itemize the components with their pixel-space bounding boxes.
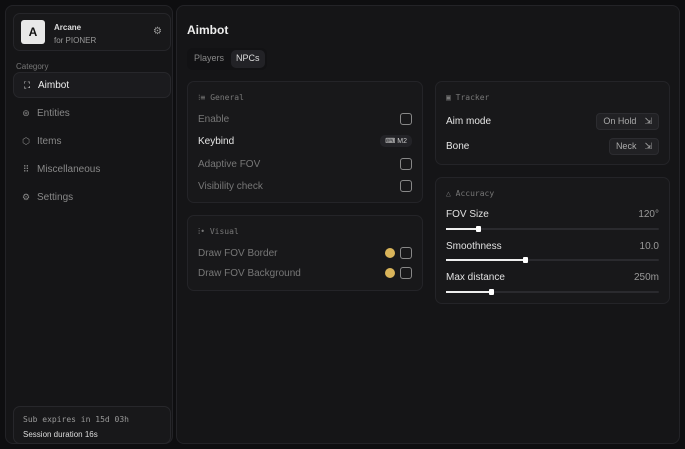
sidebar-item-label: Settings — [37, 191, 74, 203]
enable-label: Enable — [198, 113, 230, 125]
subscription-card: Sub expires in 15d 03h Session duration … — [13, 406, 171, 444]
sidebar-item-items[interactable]: ⬡ Items — [13, 128, 171, 154]
bone-select[interactable]: Neck ⇲ — [608, 138, 659, 155]
enable-checkbox[interactable] — [400, 113, 412, 125]
smoothness-value: 10.0 — [639, 241, 659, 252]
tab-bar: Players NPCs — [187, 48, 267, 70]
general-card: ⁝≡ General Enable Keybind ⌨ M2 Adaptive F… — [187, 81, 423, 203]
max-distance-label: Max distance — [446, 272, 505, 283]
expand-icon: ⇲ — [644, 116, 652, 126]
keybind-label: Keybind — [198, 135, 235, 147]
aim-mode-value: On Hold — [603, 116, 637, 126]
adaptive-fov-checkbox[interactable] — [400, 158, 412, 170]
border-color-swatch[interactable] — [385, 248, 395, 258]
category-label: Category — [16, 62, 49, 71]
visibility-check-label: Visibility check — [198, 180, 263, 192]
fov-size-value: 120° — [638, 209, 659, 220]
crosshair-icon: ⛶ — [23, 79, 31, 90]
eye-icon: ⁞• — [198, 227, 210, 236]
fov-size-label-row: FOV Size 120° — [446, 209, 659, 220]
enable-row: Enable — [198, 113, 412, 125]
keyboard-icon: ⌨ — [385, 138, 398, 145]
smoothness-label-row: Smoothness 10.0 — [446, 241, 659, 252]
fov-size-slider[interactable] — [446, 226, 659, 232]
bone-label: Bone — [446, 141, 470, 152]
sidebar-item-entities[interactable]: ⊛ Entities — [13, 100, 171, 126]
bone-row: Bone Neck ⇲ — [446, 138, 659, 155]
aim-mode-label: Aim mode — [446, 116, 492, 127]
bone-value: Neck — [615, 141, 637, 151]
keybind-value: M2 — [397, 138, 407, 145]
list-icon: ⁝≡ — [198, 93, 211, 102]
chart-icon: ▣ — [446, 93, 456, 102]
slider-handle[interactable] — [475, 226, 481, 232]
draw-border-label: Draw FOV Border — [198, 247, 278, 259]
card-title: General — [210, 93, 244, 102]
tab-npcs[interactable]: NPCs — [231, 50, 265, 68]
slider-handle[interactable] — [488, 289, 494, 295]
sidebar: A Arcane for PIONER ⚙ Category ⛶ Aimbot ⊛… — [5, 5, 173, 444]
sidebar-item-settings[interactable]: ⚙ Settings — [13, 184, 171, 210]
max-distance-slider[interactable] — [446, 289, 659, 295]
visibility-check-checkbox[interactable] — [400, 180, 412, 192]
users-icon: ⊛ — [22, 107, 30, 118]
general-header: ⁝≡ General — [198, 93, 244, 102]
slider-fill — [446, 291, 491, 293]
accuracy-card: △ Accuracy FOV Size 120° Smoothness 10.0 M… — [435, 177, 670, 304]
sidebar-item-miscellaneous[interactable]: ⠿ Miscellaneous — [13, 156, 171, 182]
draw-background-row: Draw FOV Background — [198, 267, 412, 279]
session-duration: Session duration 16s — [23, 430, 98, 439]
sidebar-item-label: Aimbot — [38, 79, 70, 91]
max-distance-label-row: Max distance 250m — [446, 272, 659, 283]
slider-handle[interactable] — [522, 257, 528, 263]
aim-mode-row: Aim mode On Hold ⇲ — [446, 113, 659, 130]
tracker-header: ▣ Tracker — [446, 93, 489, 102]
brand-card: A Arcane for PIONER ⚙ — [13, 13, 171, 51]
visibility-check-row: Visibility check — [198, 180, 412, 192]
keybind-button[interactable]: ⌨ M2 — [380, 135, 412, 147]
slider-fill — [446, 259, 525, 261]
max-distance-value: 250m — [633, 272, 659, 283]
accuracy-header: △ Accuracy — [446, 189, 494, 198]
sidebar-item-label: Items — [37, 135, 62, 147]
background-color-swatch[interactable] — [385, 268, 395, 278]
triangle-icon: △ — [446, 189, 456, 198]
visual-header: ⁞• Visual — [198, 227, 239, 236]
tab-players[interactable]: Players — [194, 53, 225, 63]
draw-border-row: Draw FOV Border — [198, 247, 412, 259]
draw-border-checkbox[interactable] — [400, 247, 412, 259]
app-name: Arcane — [54, 23, 82, 32]
draw-background-checkbox[interactable] — [400, 267, 412, 279]
draw-background-label: Draw FOV Background — [198, 267, 301, 279]
adaptive-fov-row: Adaptive FOV — [198, 158, 412, 170]
aim-mode-select[interactable]: On Hold ⇲ — [596, 113, 659, 130]
card-title: Visual — [209, 227, 239, 236]
keybind-row: Keybind ⌨ M2 — [198, 135, 412, 147]
app-subtitle: for PIONER — [54, 36, 97, 45]
sidebar-item-aimbot[interactable]: ⛶ Aimbot — [13, 72, 171, 98]
sidebar-item-label: Miscellaneous — [37, 163, 101, 175]
card-title: Tracker — [455, 93, 490, 102]
adaptive-fov-label: Adaptive FOV — [198, 158, 261, 170]
main-panel: Aimbot Players NPCs ⁝≡ General Enable Ke… — [176, 5, 680, 444]
slider-fill — [446, 228, 478, 230]
card-title: Accuracy — [455, 189, 495, 198]
sidebar-item-label: Entities — [37, 107, 70, 119]
page-title: Aimbot — [187, 23, 229, 37]
smoothness-label: Smoothness — [446, 241, 502, 252]
tracker-card: ▣ Tracker Aim mode On Hold ⇲ Bone Neck ⇲ — [435, 81, 670, 165]
expand-icon: ⇲ — [644, 141, 652, 151]
box-icon: ⬡ — [22, 135, 30, 146]
gear-icon[interactable]: ⚙ — [153, 26, 162, 37]
fov-size-label: FOV Size — [446, 209, 489, 220]
grid-icon: ⠿ — [22, 163, 30, 174]
gear-icon: ⚙ — [21, 191, 31, 202]
app-logo: A — [21, 20, 45, 44]
visual-card: ⁞• Visual Draw FOV Border Draw FOV Backg… — [187, 215, 423, 291]
smoothness-slider[interactable] — [446, 257, 659, 263]
subscription-expiry: Sub expires in 15d 03h — [23, 415, 129, 424]
